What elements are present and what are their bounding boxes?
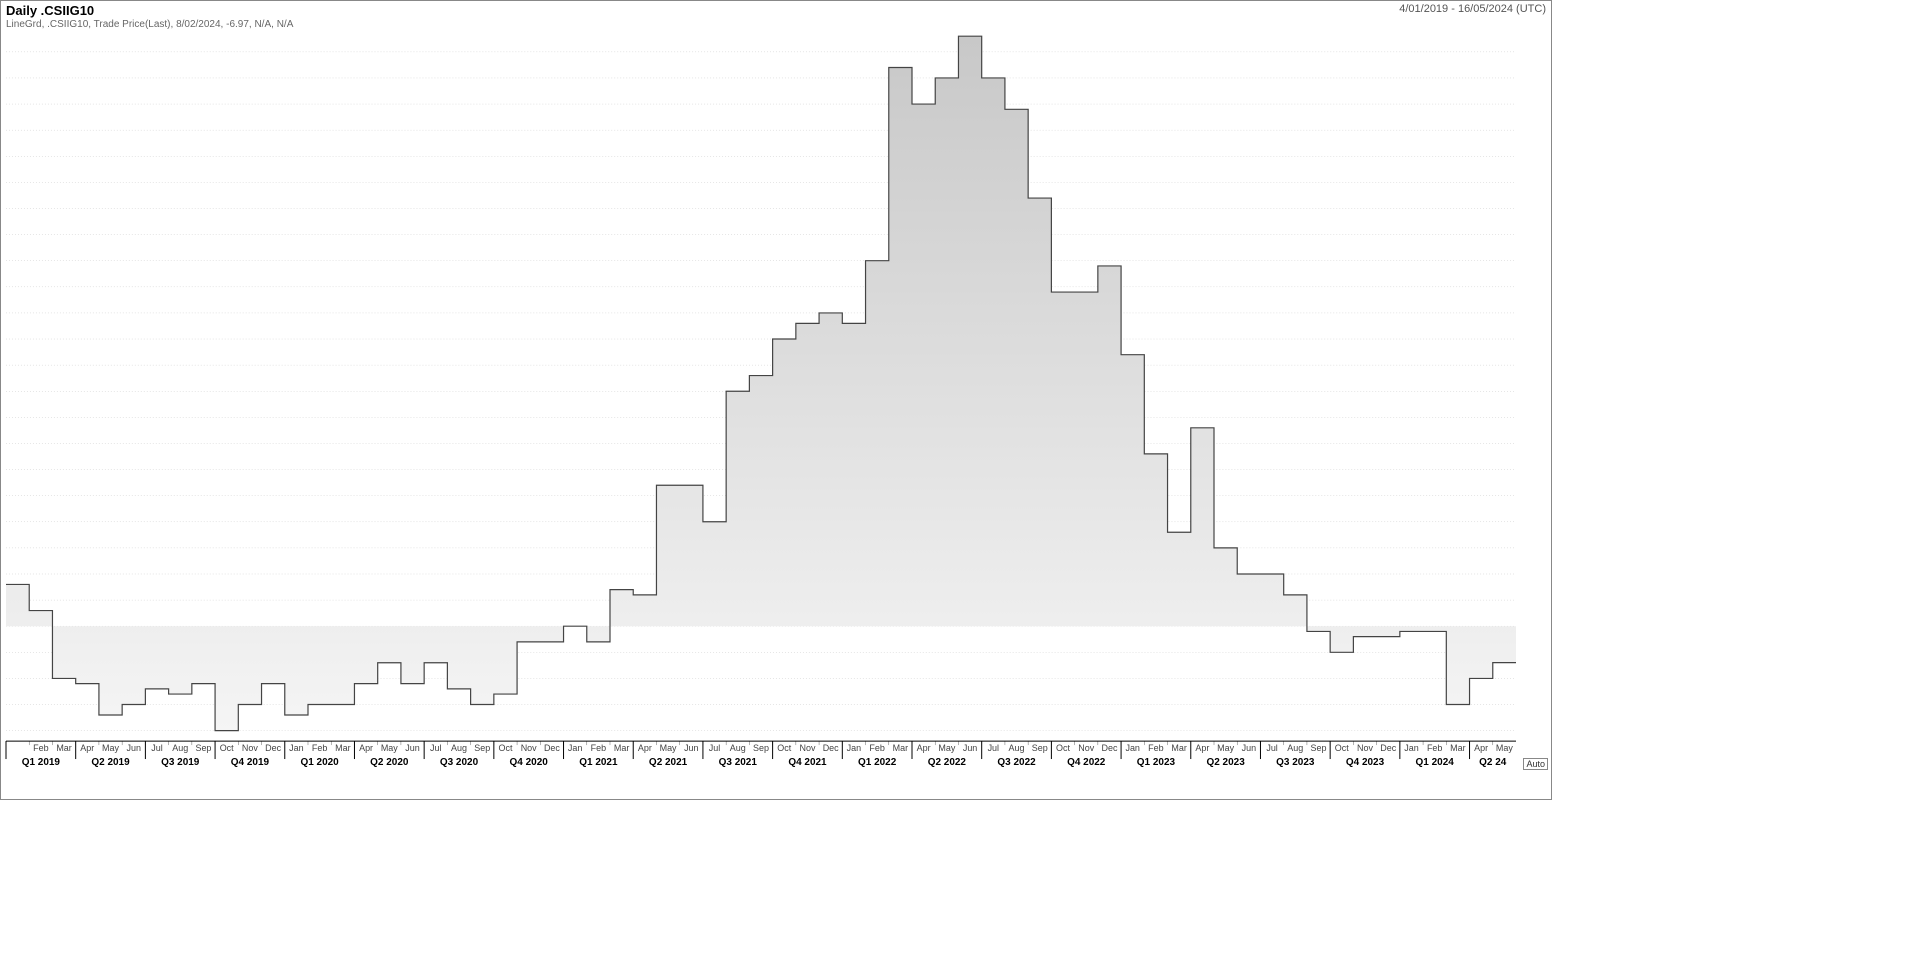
svg-text:Aug: Aug: [172, 743, 188, 753]
svg-text:Q4 2023: Q4 2023: [1346, 757, 1385, 768]
svg-text:Apr: Apr: [1474, 743, 1488, 753]
svg-text:Nov: Nov: [799, 743, 815, 753]
svg-text:Dec: Dec: [1101, 743, 1117, 753]
svg-text:Feb: Feb: [591, 743, 606, 753]
svg-text:Aug: Aug: [730, 743, 746, 753]
svg-text:Jun: Jun: [684, 743, 698, 753]
svg-text:Q4 2020: Q4 2020: [510, 757, 549, 768]
svg-text:Feb: Feb: [1148, 743, 1163, 753]
svg-text:Q1 2019: Q1 2019: [22, 757, 61, 768]
svg-text:Q1 2021: Q1 2021: [579, 757, 618, 768]
svg-text:Q4 2021: Q4 2021: [788, 757, 827, 768]
svg-text:Mar: Mar: [1171, 743, 1186, 753]
svg-text:May: May: [1496, 743, 1513, 753]
svg-text:Q3 2021: Q3 2021: [719, 757, 758, 768]
svg-text:Apr: Apr: [917, 743, 931, 753]
svg-text:Feb: Feb: [33, 743, 48, 753]
svg-text:Sep: Sep: [753, 743, 769, 753]
svg-text:Jan: Jan: [847, 743, 861, 753]
svg-text:Q1 2024: Q1 2024: [1416, 757, 1455, 768]
chart-title: Daily .CSIIG10: [6, 3, 94, 18]
auto-label: Auto: [1523, 758, 1548, 770]
svg-text:Q4 2022: Q4 2022: [1067, 757, 1106, 768]
svg-text:Jun: Jun: [405, 743, 419, 753]
svg-text:Jan: Jan: [1125, 743, 1139, 753]
svg-text:Feb: Feb: [312, 743, 327, 753]
svg-text:Q3 2019: Q3 2019: [161, 757, 200, 768]
svg-text:Apr: Apr: [638, 743, 652, 753]
svg-text:Sep: Sep: [474, 743, 490, 753]
svg-text:Q1 2023: Q1 2023: [1137, 757, 1176, 768]
plot-area[interactable]: PriceUSD-20-15-10-5051015202530354045505…: [4, 19, 1518, 771]
svg-text:Mar: Mar: [56, 743, 71, 753]
svg-text:May: May: [102, 743, 119, 753]
svg-text:Oct: Oct: [498, 743, 512, 753]
svg-text:Jul: Jul: [430, 743, 441, 753]
svg-text:Jul: Jul: [1266, 743, 1277, 753]
svg-text:Oct: Oct: [1335, 743, 1349, 753]
svg-text:Aug: Aug: [451, 743, 467, 753]
svg-text:Feb: Feb: [1427, 743, 1442, 753]
svg-text:May: May: [938, 743, 955, 753]
svg-text:Oct: Oct: [777, 743, 791, 753]
svg-text:May: May: [660, 743, 677, 753]
svg-text:Q1 2020: Q1 2020: [300, 757, 339, 768]
svg-text:Oct: Oct: [220, 743, 234, 753]
svg-text:Q2 2020: Q2 2020: [370, 757, 409, 768]
svg-text:Q2 24: Q2 24: [1479, 757, 1507, 768]
svg-text:Q3 2020: Q3 2020: [440, 757, 479, 768]
svg-text:Mar: Mar: [614, 743, 629, 753]
svg-text:Jul: Jul: [151, 743, 162, 753]
svg-text:Mar: Mar: [1450, 743, 1465, 753]
svg-text:Q2 2021: Q2 2021: [649, 757, 688, 768]
svg-text:Sep: Sep: [1311, 743, 1327, 753]
svg-text:Oct: Oct: [1056, 743, 1070, 753]
svg-text:Q1 2022: Q1 2022: [858, 757, 897, 768]
svg-text:Mar: Mar: [335, 743, 350, 753]
svg-text:Aug: Aug: [1287, 743, 1303, 753]
chart-container: Daily .CSIIG10 4/01/2019 - 16/05/2024 (U…: [0, 0, 1552, 800]
svg-text:Nov: Nov: [521, 743, 537, 753]
svg-text:Jul: Jul: [709, 743, 720, 753]
svg-text:Jun: Jun: [127, 743, 141, 753]
svg-text:Nov: Nov: [1357, 743, 1373, 753]
svg-text:Feb: Feb: [869, 743, 884, 753]
svg-text:Q2 2019: Q2 2019: [91, 757, 130, 768]
svg-text:Apr: Apr: [359, 743, 373, 753]
svg-text:Nov: Nov: [1078, 743, 1094, 753]
svg-text:Sep: Sep: [195, 743, 211, 753]
svg-text:Q4 2019: Q4 2019: [231, 757, 270, 768]
svg-text:Jan: Jan: [1404, 743, 1418, 753]
svg-text:Aug: Aug: [1009, 743, 1025, 753]
svg-text:Dec: Dec: [265, 743, 281, 753]
svg-text:Q3 2022: Q3 2022: [997, 757, 1036, 768]
svg-text:Q3 2023: Q3 2023: [1276, 757, 1315, 768]
svg-text:Jan: Jan: [289, 743, 303, 753]
svg-text:Q2 2022: Q2 2022: [928, 757, 967, 768]
date-range: 4/01/2019 - 16/05/2024 (UTC): [1399, 3, 1546, 15]
svg-text:May: May: [381, 743, 398, 753]
svg-text:Jul: Jul: [988, 743, 999, 753]
svg-text:Dec: Dec: [1380, 743, 1396, 753]
svg-text:Sep: Sep: [1032, 743, 1048, 753]
svg-text:Dec: Dec: [544, 743, 560, 753]
svg-text:Jan: Jan: [568, 743, 582, 753]
svg-text:Apr: Apr: [1195, 743, 1209, 753]
svg-text:Q2 2023: Q2 2023: [1206, 757, 1245, 768]
svg-text:May: May: [1217, 743, 1234, 753]
svg-text:Apr: Apr: [80, 743, 94, 753]
svg-text:Jun: Jun: [1242, 743, 1256, 753]
svg-text:Dec: Dec: [823, 743, 839, 753]
svg-text:Nov: Nov: [242, 743, 258, 753]
svg-text:Jun: Jun: [963, 743, 977, 753]
svg-text:Mar: Mar: [893, 743, 908, 753]
